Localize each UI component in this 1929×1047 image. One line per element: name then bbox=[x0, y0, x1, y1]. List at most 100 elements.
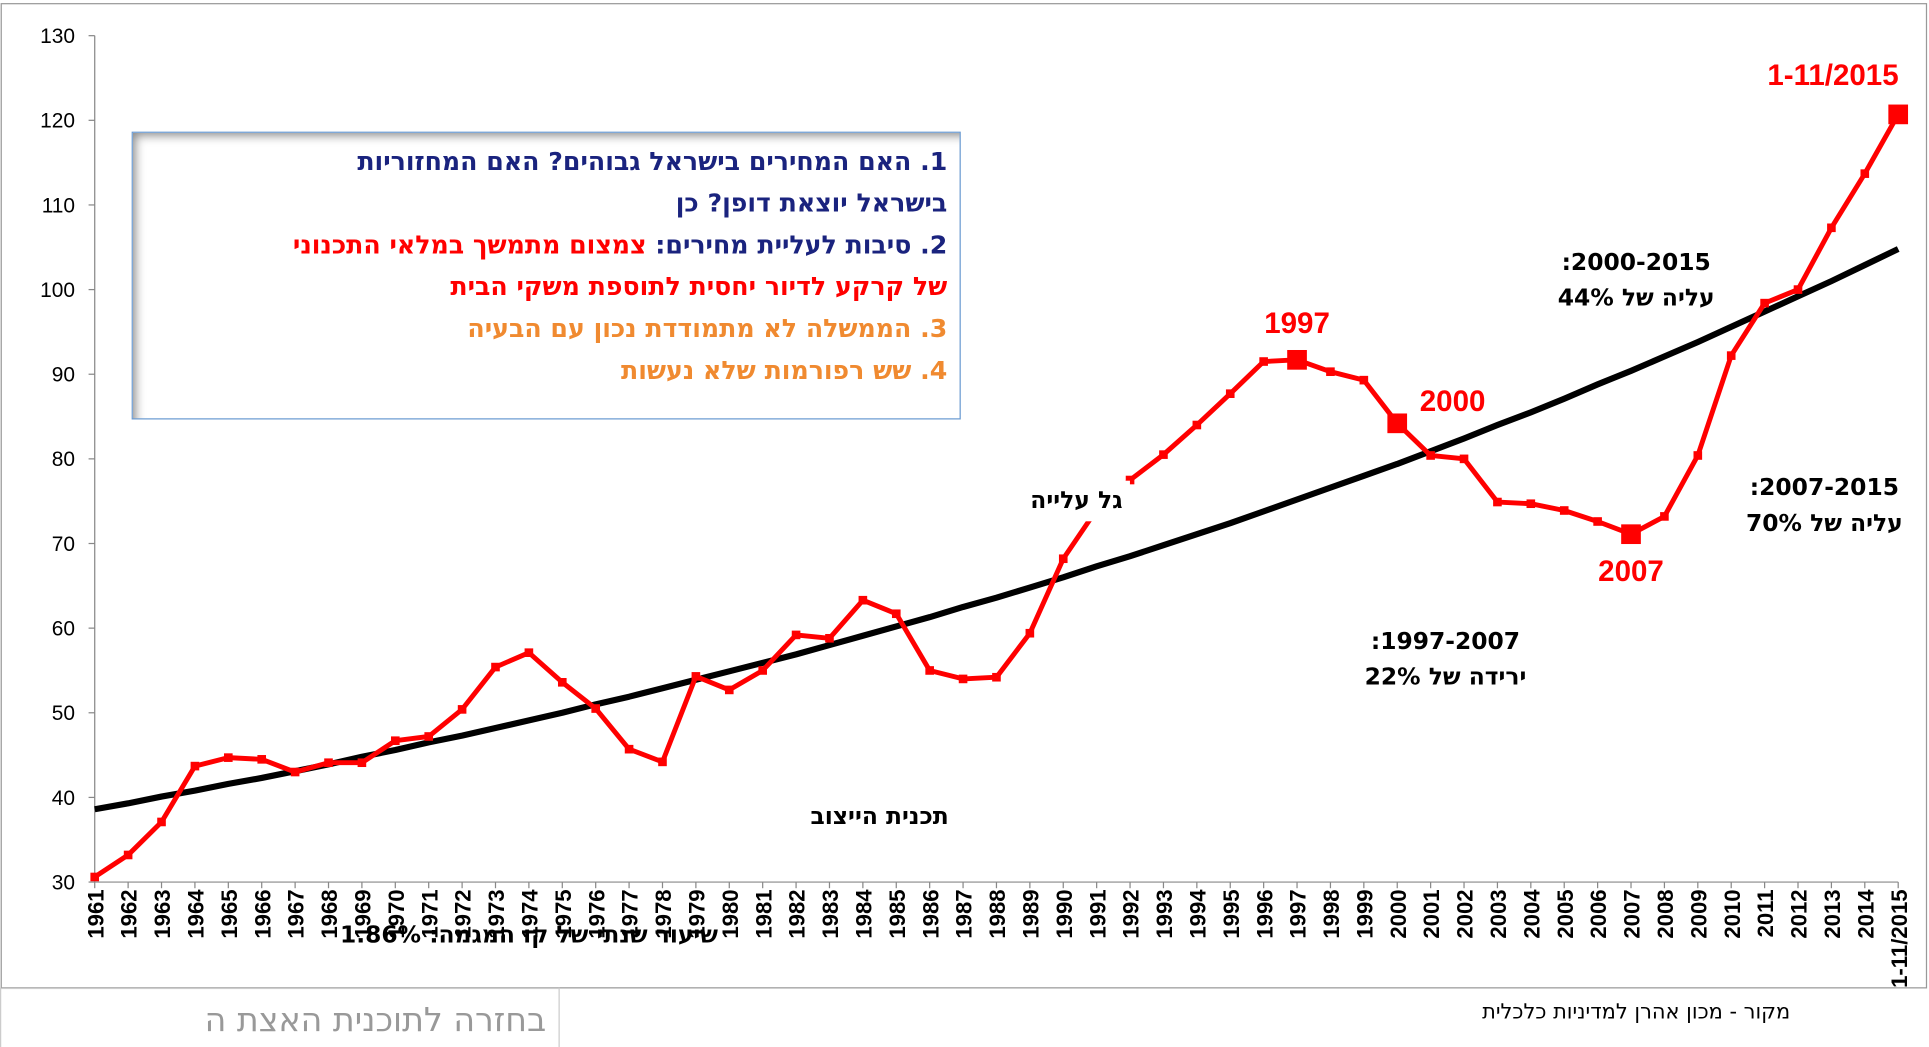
point-marker bbox=[1860, 169, 1870, 178]
point-marker bbox=[858, 595, 868, 605]
point-marker bbox=[1726, 351, 1736, 360]
x-tick-label: 1967 bbox=[284, 889, 309, 938]
x-tick-label: 1963 bbox=[150, 889, 175, 938]
text-box: 1. האם המחירים בישראל גבוהים? האם המחזור… bbox=[131, 131, 961, 420]
point-marker bbox=[891, 609, 901, 619]
point-marker bbox=[1426, 451, 1435, 460]
annotation: 2007-2015: עליה של 70% bbox=[1738, 468, 1911, 544]
annotation-line: עליה של 44% bbox=[1557, 284, 1715, 312]
point-marker bbox=[1192, 420, 1202, 430]
point-marker bbox=[1559, 506, 1569, 515]
x-tick-label: 2003 bbox=[1486, 889, 1511, 938]
point-marker bbox=[624, 744, 634, 754]
x-tick-label: 1988 bbox=[985, 889, 1010, 938]
x-tick-label: 1971 bbox=[417, 889, 442, 938]
point-marker bbox=[457, 705, 467, 714]
point-label: 1997 bbox=[1264, 307, 1330, 340]
x-tick-label: 2009 bbox=[1686, 889, 1711, 938]
x-tick-label: 1975 bbox=[551, 889, 576, 938]
x-tick-label: 1997 bbox=[1286, 889, 1311, 938]
x-tick-label: 1998 bbox=[1319, 889, 1344, 938]
x-tick-label: 1992 bbox=[1119, 889, 1144, 938]
point-marker bbox=[1621, 524, 1641, 545]
y-tick-label: 120 bbox=[40, 110, 75, 133]
point-marker bbox=[1827, 223, 1836, 233]
x-tick-label: 1984 bbox=[851, 889, 876, 939]
point-label: 1-11/2015 bbox=[1767, 59, 1898, 92]
point-marker bbox=[257, 755, 267, 764]
point-marker bbox=[591, 704, 600, 713]
x-tick-label: 1969 bbox=[351, 889, 376, 938]
x-tick-label: 1-11/2015 bbox=[1887, 889, 1912, 987]
back-link[interactable]: בחזרה לתוכנית האצת ה bbox=[0, 987, 560, 1047]
x-tick-label: 1961 bbox=[83, 889, 108, 938]
point-marker bbox=[524, 648, 534, 657]
x-tick-label: 1982 bbox=[785, 889, 810, 938]
x-tick-label: 2010 bbox=[1720, 889, 1745, 938]
x-tick-label: 1966 bbox=[250, 889, 275, 938]
annotation: תכנית הייצוב bbox=[810, 803, 949, 831]
point-marker bbox=[1693, 451, 1703, 460]
point-marker bbox=[992, 672, 1001, 682]
point-marker bbox=[491, 662, 500, 672]
point-label: 2007 bbox=[1598, 555, 1664, 588]
point-marker bbox=[1159, 450, 1168, 459]
box-line: 2. סיבות לעליית מחירים: צמצום מתמשך במלא… bbox=[145, 224, 947, 266]
point-marker bbox=[1287, 349, 1307, 370]
back-link-text[interactable]: בחזרה לתוכנית האצת ה bbox=[204, 1001, 547, 1040]
point-marker bbox=[1593, 517, 1602, 526]
x-tick-label: 1973 bbox=[484, 889, 509, 938]
point-marker bbox=[1125, 475, 1135, 485]
x-tick-label: 1979 bbox=[684, 889, 709, 938]
x-tick-label: 1995 bbox=[1219, 889, 1244, 938]
point-marker bbox=[791, 630, 801, 640]
point-marker bbox=[1459, 454, 1469, 464]
point-marker bbox=[925, 666, 934, 675]
series-line bbox=[94, 246, 1900, 813]
trend-note: שיעור שנתי של קו המגמה: 1.86% bbox=[339, 921, 719, 949]
x-tick-label: 1994 bbox=[1185, 889, 1210, 939]
point-marker bbox=[90, 872, 100, 882]
x-tick-label: 1987 bbox=[952, 889, 977, 938]
x-tick-label: 1970 bbox=[384, 889, 409, 938]
point-marker bbox=[1387, 413, 1408, 434]
point-marker bbox=[290, 767, 300, 777]
point-marker bbox=[1526, 499, 1536, 509]
point-marker bbox=[1326, 367, 1335, 376]
y-tick-label: 130 bbox=[40, 25, 75, 48]
point-marker bbox=[157, 817, 166, 827]
box-line: 3. הממשלה לא מתמודדת נכון עם הבעיה bbox=[467, 313, 948, 344]
x-tick-label: 2012 bbox=[1787, 889, 1812, 938]
box-text: 2. סיבות לעליית מחירים: bbox=[646, 230, 948, 260]
box-line: 1. האם המחירים בישראל גבוהים? האם המחזור… bbox=[357, 146, 948, 176]
x-tick-label: 2002 bbox=[1453, 889, 1478, 938]
source: מקור - מכון אהרן למדיניות כלכלית bbox=[1482, 1000, 1791, 1025]
point-marker bbox=[825, 633, 834, 643]
point-marker bbox=[557, 678, 567, 687]
y-tick-label: 30 bbox=[52, 871, 75, 894]
y-tick-label: 80 bbox=[52, 448, 75, 471]
x-tick-label: 1976 bbox=[584, 889, 609, 938]
x-tick-label: 1978 bbox=[651, 889, 676, 938]
x-tick-label: 1964 bbox=[184, 889, 209, 939]
point-marker bbox=[1259, 357, 1268, 366]
annotation-line: 1997-2007: bbox=[1370, 628, 1521, 656]
annotation-line: ירידה של 22% bbox=[1364, 663, 1527, 691]
point-marker bbox=[390, 736, 400, 746]
annotation: 1997-2007: ירידה של 22% bbox=[1357, 621, 1534, 697]
point-marker bbox=[1058, 554, 1068, 564]
x-tick-label: 1983 bbox=[818, 889, 843, 938]
point-marker bbox=[424, 732, 434, 741]
x-tick-label: 2008 bbox=[1653, 889, 1678, 938]
x-tick-label: 2006 bbox=[1586, 889, 1611, 938]
x-tick-label: 1968 bbox=[317, 889, 342, 938]
point-marker bbox=[1359, 375, 1369, 385]
point-marker bbox=[1793, 285, 1803, 294]
y-tick-label: 40 bbox=[52, 787, 75, 810]
annotation-line: 2000-2015: bbox=[1561, 249, 1711, 277]
x-tick-label: 2014 bbox=[1853, 889, 1878, 939]
point-marker bbox=[658, 757, 667, 767]
x-tick-label: 2000 bbox=[1386, 889, 1411, 938]
